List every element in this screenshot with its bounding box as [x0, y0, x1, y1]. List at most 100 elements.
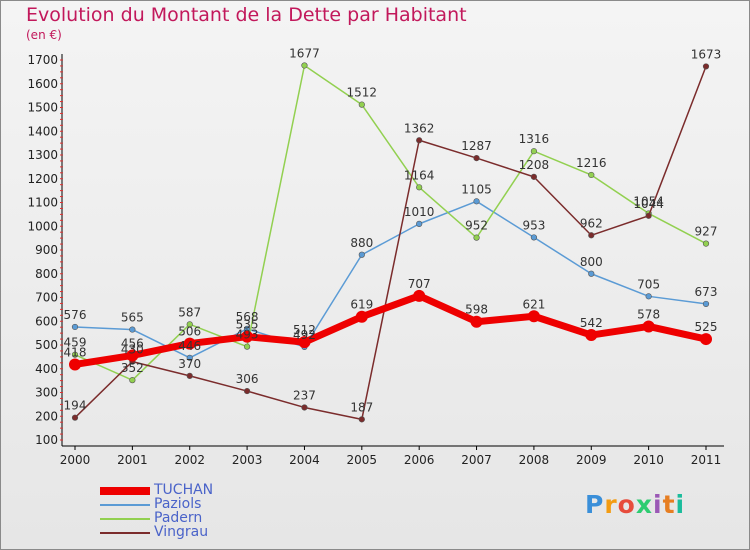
- data-label: 1673: [691, 47, 722, 61]
- data-point: [588, 171, 595, 179]
- data-point: [413, 289, 426, 302]
- axes: 100 200 300 400 500 600 700 800 900 1000 1100 1200 1…: [27, 53, 724, 467]
- data-point: [186, 354, 193, 361]
- x-tick-label: 2010: [633, 453, 664, 467]
- legend-label: Vingrau: [154, 524, 209, 540]
- unit-label: (en €): [26, 28, 62, 42]
- x-tick-label: 2006: [404, 453, 435, 467]
- data-label: 459: [64, 336, 87, 350]
- data-label: 587: [178, 305, 201, 319]
- data-point: [243, 343, 251, 350]
- data-point: [243, 387, 251, 395]
- data-label: 707: [408, 277, 431, 291]
- data-point: [358, 251, 365, 258]
- data-point: [530, 234, 538, 241]
- logo-letter: r: [604, 490, 618, 519]
- legend-label: TUCHAN: [154, 482, 214, 498]
- data-label: 1677: [289, 46, 320, 60]
- x-tick-label: 2009: [576, 453, 607, 467]
- data-point: [129, 377, 136, 384]
- data-point: [527, 310, 540, 323]
- x-tick-label: 2000: [60, 453, 91, 467]
- y-tick-label: 1200: [27, 172, 58, 186]
- data-point: [416, 184, 423, 191]
- data-label: 352: [121, 361, 144, 375]
- data-point: [642, 320, 655, 333]
- y-tick-label: 100: [35, 433, 58, 447]
- data-point: [186, 321, 193, 328]
- data-label: 578: [637, 307, 660, 321]
- data-point: [645, 293, 652, 300]
- data-label: 1105: [461, 182, 492, 196]
- data-point: [645, 212, 652, 219]
- logo-letter: i: [675, 490, 686, 519]
- data-point: [241, 330, 254, 343]
- data-label: 568: [236, 310, 259, 324]
- data-label: 673: [695, 285, 718, 299]
- data-label: 187: [350, 400, 373, 414]
- data-label: 953: [522, 218, 545, 232]
- data-label: 237: [293, 388, 316, 402]
- data-label: 565: [121, 311, 144, 325]
- y-tick-label: 600: [35, 314, 58, 328]
- y-tick-label: 700: [35, 291, 58, 305]
- data-point: [183, 337, 196, 350]
- data-point: [588, 232, 595, 239]
- legend-swatch: [100, 532, 150, 534]
- chart-title: Evolution du Montant de la Dette par Hab…: [26, 4, 467, 26]
- data-label: 493: [236, 328, 259, 342]
- data-label: 1362: [404, 121, 435, 135]
- data-point: [530, 173, 538, 180]
- legend-label: Padern: [154, 510, 203, 526]
- data-label: 1216: [576, 156, 607, 170]
- series-line-vingrau: [74, 65, 707, 421]
- legend-swatch: [100, 518, 150, 520]
- data-label: 456: [121, 336, 144, 350]
- data-label: 800: [580, 255, 603, 269]
- legend-label: Paziols: [154, 496, 202, 512]
- data-point: [71, 414, 79, 421]
- data-label: 880: [350, 236, 373, 250]
- y-tick-label: 800: [35, 267, 58, 281]
- data-label: 194: [64, 399, 87, 413]
- logo-letter: o: [617, 490, 636, 519]
- y-tick-label: 1000: [27, 219, 58, 233]
- data-label: 492: [293, 328, 316, 342]
- data-point: [473, 234, 480, 241]
- x-tick-label: 2011: [691, 453, 722, 467]
- x-tick-label: 2007: [461, 453, 492, 467]
- x-tick-label: 2005: [347, 453, 378, 467]
- y-tick-label: 400: [35, 362, 58, 376]
- data-point: [71, 351, 79, 358]
- data-point: [416, 137, 423, 144]
- y-tick-label: 1300: [27, 148, 58, 162]
- data-label: 512: [293, 323, 316, 337]
- data-point: [700, 333, 712, 346]
- data-label: 619: [350, 298, 373, 312]
- series-line-padern: [74, 64, 707, 381]
- y-tick-label: 1500: [27, 101, 58, 115]
- proxiti-logo: Proxiti: [585, 490, 685, 519]
- data-label: 1044: [633, 197, 664, 211]
- data-point: [358, 416, 365, 423]
- data-point: [69, 358, 81, 371]
- data-label: 506: [178, 325, 201, 339]
- data-label: 418: [64, 345, 87, 359]
- data-label: 535: [236, 318, 259, 332]
- y-tick-label: 300: [35, 386, 58, 400]
- data-point: [702, 300, 710, 308]
- data-label: 370: [178, 357, 201, 371]
- y-tick-label: 1600: [27, 77, 58, 91]
- data-label: 525: [695, 320, 718, 334]
- data-label: 621: [522, 297, 545, 311]
- data-label: 927: [695, 225, 718, 239]
- logo-letter: x: [635, 490, 653, 519]
- series-line-tuchan: [71, 292, 710, 368]
- y-tick-label: 1100: [27, 196, 58, 210]
- data-label: 542: [580, 316, 603, 330]
- logo-letter: i: [653, 490, 663, 519]
- data-point: [473, 198, 480, 205]
- x-tick-label: 2004: [289, 453, 320, 467]
